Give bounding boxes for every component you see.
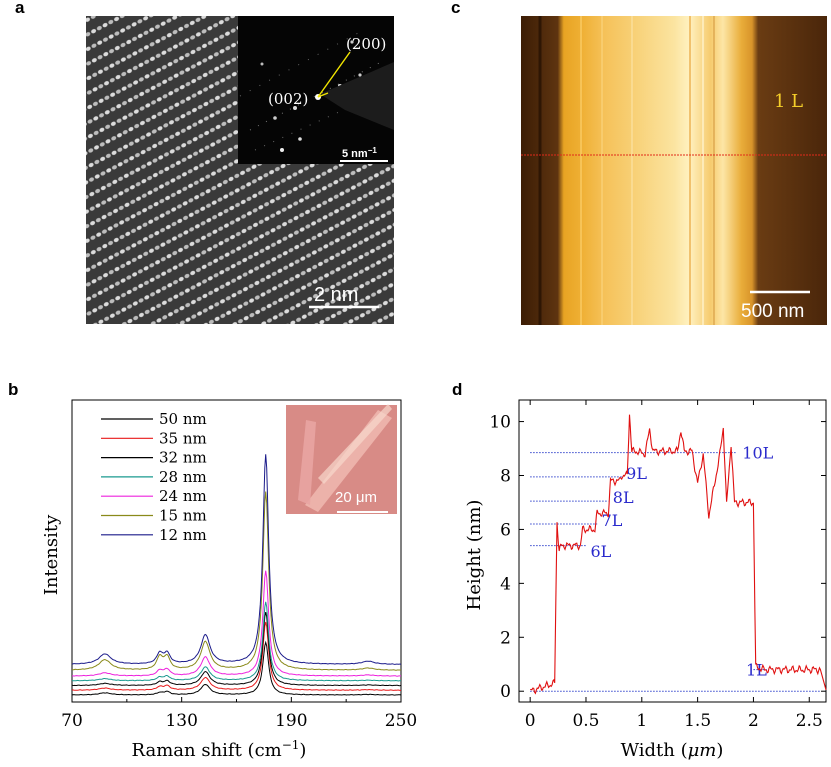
raman-series-line [72,601,401,682]
height-x-tick-label: 1 [636,711,647,731]
height-level-label: 7L [602,511,623,530]
optical-scalebar-label: 20 μm [335,489,377,506]
height-axes-frame [518,399,827,703]
panel-label-c: c [451,0,461,17]
height-profile-line [530,414,827,695]
height-x-ticks: 0 0.5 1 1.5 2 2.5 [525,400,823,731]
raman-series-line [72,570,401,677]
height-y-tick-label: 4 [500,574,511,594]
raman-x-tick-label: 250 [385,711,417,731]
inset-scalebar-label: 5 nm−1 [342,146,377,160]
raman-series-line [71,640,402,696]
height-x-tick-label: 2.5 [796,711,823,731]
height-x-tick-label: 1.5 [684,711,711,731]
raman-x-tick-label: 190 [275,711,307,731]
raman-series-line [72,491,402,671]
raman-x-tick-label: 130 [165,711,197,731]
height-x-tick-label: 0.5 [572,711,599,731]
height-x-axis-label: Width (μm) [621,740,724,761]
raman-x-ticks: 70 130 190 250 [61,697,417,731]
height-level-label: 9L [626,464,647,483]
afm-image: 1 L 500 nm [521,16,827,325]
raman-x-tick-label: 70 [61,711,83,731]
inset-label-002: (002) [268,90,308,108]
panel-label-a: a [15,0,25,17]
afm-scalebar-label: 500 nm [741,301,804,322]
height-y-tick-label: 2 [500,628,511,648]
height-level-lines: 1L 6L 7L 8L 9L 10L [530,444,821,692]
height-profile [530,414,827,695]
height-level-label: 6L [590,542,611,561]
raman-legend-label: 35 nm [159,429,207,447]
height-y-tick-label: 10 [489,413,511,433]
raman-legend-label: 24 nm [159,487,207,505]
raman-legend-label: 32 nm [159,449,207,467]
raman-legend-label: 12 nm [159,526,207,544]
optical-inset: 20 μm [286,404,397,514]
afm-layer-label: 1 L [774,91,803,112]
raman-y-axis-label: Intensity [41,514,62,595]
height-level-label: 10L [742,444,773,463]
height-x-tick-label: 0 [525,711,536,731]
height-y-ticks: 0 2 4 6 8 10 [489,413,826,702]
height-level-label: 8L [613,488,634,507]
height-y-tick-label: 0 [500,682,511,702]
panel-label-b: b [8,380,19,399]
raman-series-line [71,454,402,665]
inset-label-200: (200) [346,35,386,53]
tem-scalebar-label: 2 nm [314,284,358,306]
raman-legend-label: 28 nm [159,468,207,486]
height-chart: 1L 6L 7L 8L 9L 10L 0 0.5 1 1.5 2 2.5 0 2 4 6 8 10 Width… [464,399,827,761]
height-y-axis-label: Height (nm) [464,500,485,611]
height-y-tick-label: 6 [500,520,511,540]
height-y-tick-label: 8 [500,467,511,487]
height-x-tick-label: 2 [748,711,759,731]
diffraction-inset: (200) (002) 5 nm−1 [238,16,394,164]
raman-series-line [71,611,402,687]
height-level-label: 1L [746,661,767,680]
raman-x-axis-label: Raman shift (cm−1) [132,738,307,761]
raman-series [71,454,402,696]
raman-series-line [71,621,401,691]
raman-legend-label: 15 nm [159,507,207,525]
raman-legend-label: 50 nm [159,410,207,428]
tem-image: (200) (002) 5 nm−1 2 nm [86,16,394,324]
panel-label-d: d [452,380,463,399]
